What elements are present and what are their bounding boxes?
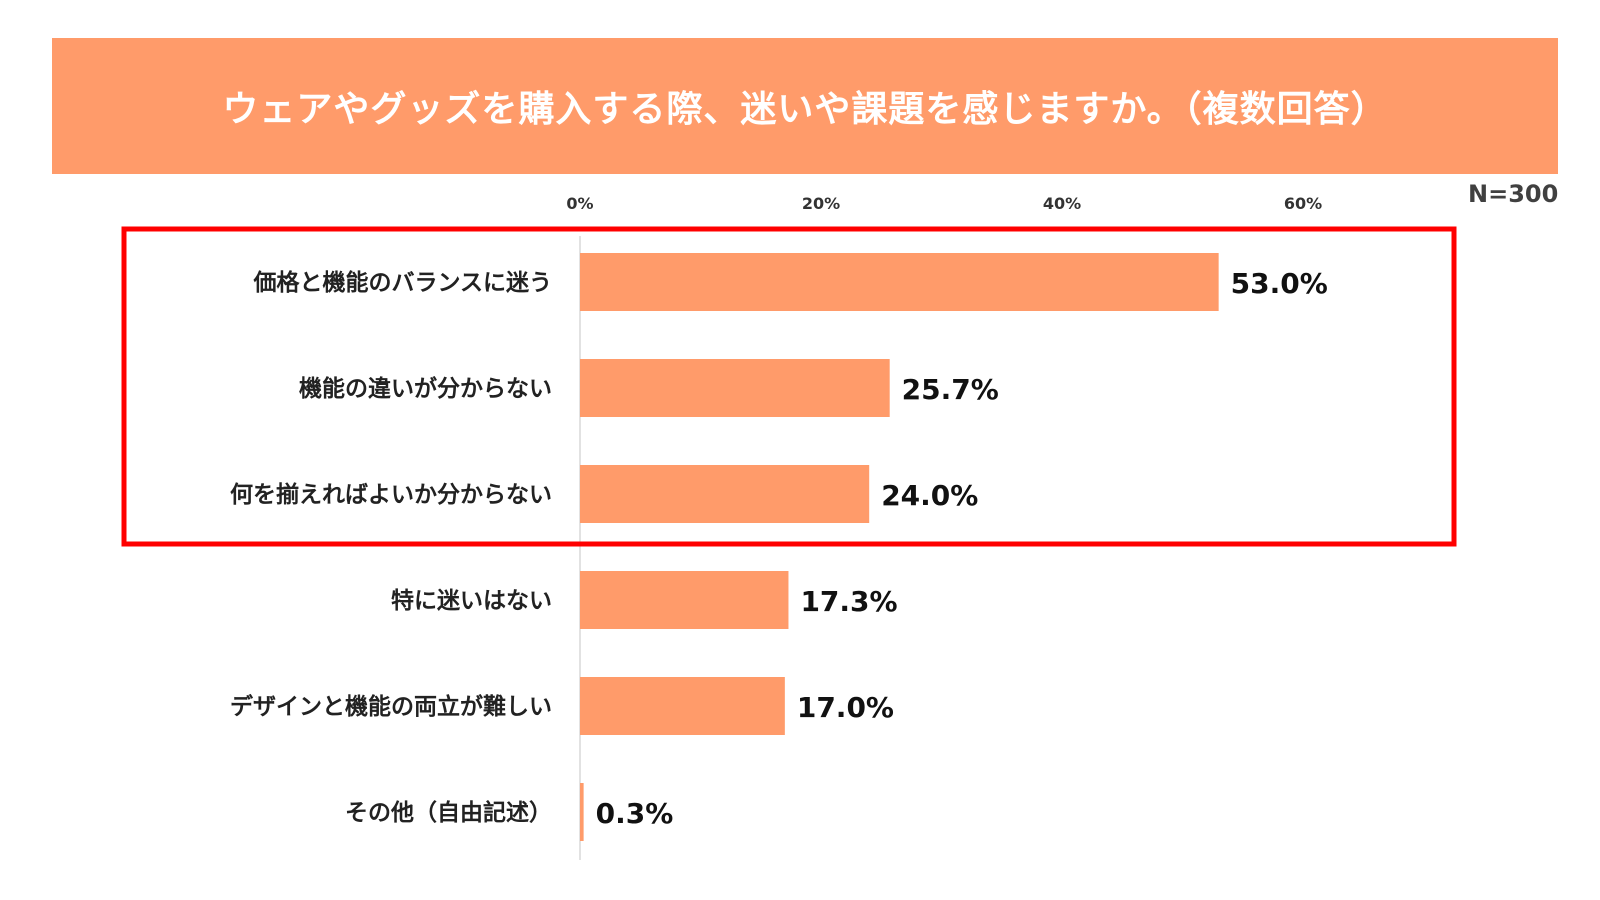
bar bbox=[580, 783, 584, 841]
bar bbox=[580, 253, 1219, 311]
category-label: 何を揃えればよいか分からない bbox=[230, 481, 552, 508]
x-tick-label: 20% bbox=[802, 194, 840, 213]
category-label: その他（自由記述） bbox=[345, 799, 552, 826]
value-label: 17.0% bbox=[797, 691, 894, 724]
x-tick-label: 0% bbox=[566, 194, 593, 213]
value-label: 17.3% bbox=[800, 585, 897, 618]
category-label: 特に迷いはない bbox=[391, 588, 552, 614]
bar bbox=[580, 359, 890, 417]
bar bbox=[580, 571, 789, 629]
chart-title-banner: ウェアやグッズを購入する際、迷いや課題を感じますか。（複数回答） bbox=[52, 38, 1558, 174]
x-tick-label: 60% bbox=[1284, 194, 1322, 213]
sample-size-label: N=300 bbox=[1468, 180, 1559, 208]
bar bbox=[580, 677, 785, 735]
value-label: 25.7% bbox=[902, 373, 999, 406]
category-label: 価格と機能のバランスに迷う bbox=[252, 269, 552, 296]
chart-title: ウェアやグッズを購入する際、迷いや課題を感じますか。（複数回答） bbox=[222, 89, 1388, 130]
category-label: 機能の違いが分からない bbox=[299, 375, 552, 402]
highlight-box bbox=[121, 226, 1457, 547]
x-tick-label: 40% bbox=[1043, 194, 1081, 213]
value-label: 53.0% bbox=[1231, 267, 1328, 300]
category-label: デザインと機能の両立が難しい bbox=[230, 693, 552, 720]
value-label: 24.0% bbox=[881, 479, 978, 512]
bar bbox=[580, 465, 870, 523]
value-label: 0.3% bbox=[596, 797, 674, 830]
